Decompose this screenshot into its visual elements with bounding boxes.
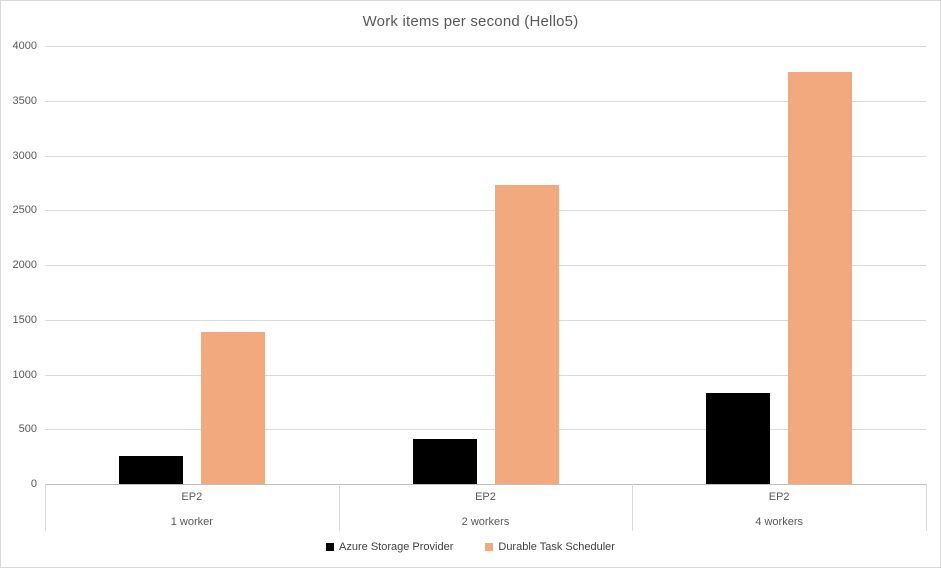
y-axis-tick-label: 0 (30, 478, 37, 490)
y-axis-tick-label: 2500 (12, 204, 37, 217)
category-label: EP2 (475, 491, 496, 503)
legend-label: Azure Storage Provider (339, 541, 454, 553)
durable-task-scheduler-bar (788, 72, 853, 484)
azure-storage-provider-bar (412, 438, 477, 484)
legend-label: Durable Task Scheduler (498, 541, 615, 553)
category-separator (926, 484, 927, 531)
durable-task-scheduler-bar (200, 331, 265, 484)
y-axis-tick-label: 2000 (12, 259, 37, 271)
y-axis-tick-label: 1000 (12, 368, 37, 381)
y-axis-tick-label: 500 (18, 423, 37, 436)
gridline (45, 210, 926, 212)
x-axis-line (45, 484, 926, 485)
durable-task-scheduler-swatch-icon (485, 543, 494, 551)
azure-storage-provider-bar (706, 392, 771, 484)
legend: Azure Storage Provider Durable Task Sched… (1, 541, 940, 553)
gridline (45, 265, 926, 266)
gridline (45, 374, 926, 376)
category-label: EP2 (181, 491, 203, 503)
gridline (45, 429, 926, 431)
gridline (45, 46, 926, 47)
legend-item-durable-task-scheduler: Durable Task Scheduler (485, 541, 615, 553)
category-separator (338, 484, 340, 531)
category-sublabel: 1 worker (170, 516, 213, 528)
y-axis-tick-label: 3500 (12, 94, 37, 107)
azure-storage-provider-swatch-icon (326, 543, 335, 551)
azure-storage-provider-bar (118, 455, 183, 484)
gridline (45, 155, 926, 157)
durable-task-scheduler-bar (494, 185, 559, 484)
category-sublabel: 2 workers (461, 516, 510, 528)
legend-item-azure-storage-provider: Azure Storage Provider (326, 541, 453, 553)
category-label: EP2 (768, 491, 790, 503)
gridline (45, 319, 926, 321)
y-axis-tick-label: 4000 (12, 40, 37, 52)
y-axis-tick-label: 1500 (12, 313, 37, 326)
chart-title: Work items per second (Hello5) (362, 13, 579, 30)
category-sublabel: 4 workers (755, 516, 803, 528)
category-separator (45, 484, 46, 531)
gridline (45, 100, 926, 102)
y-axis-tick-label: 3000 (12, 149, 37, 162)
category-separator (632, 484, 634, 531)
